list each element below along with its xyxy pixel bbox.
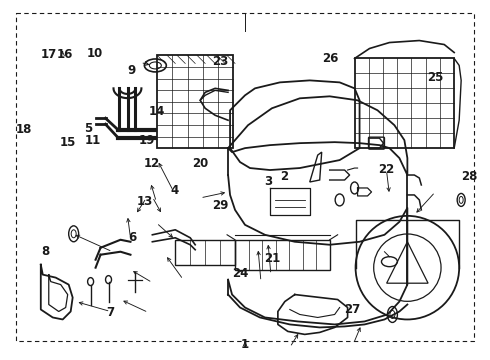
Text: 23: 23 (213, 55, 229, 68)
Text: 16: 16 (56, 48, 73, 61)
Text: 4: 4 (170, 184, 178, 197)
Text: 12: 12 (144, 157, 160, 170)
Text: 29: 29 (212, 199, 229, 212)
Text: 8: 8 (41, 245, 49, 258)
Text: 25: 25 (427, 71, 443, 84)
Text: 22: 22 (378, 163, 394, 176)
Text: 20: 20 (192, 157, 208, 170)
Text: 28: 28 (462, 170, 478, 183)
Text: 3: 3 (265, 175, 272, 188)
Text: 27: 27 (344, 303, 361, 316)
Text: 21: 21 (264, 252, 280, 265)
Text: 10: 10 (87, 47, 103, 60)
Text: 9: 9 (127, 64, 136, 77)
Text: 14: 14 (149, 105, 165, 118)
Text: 15: 15 (60, 136, 76, 149)
Text: 6: 6 (128, 231, 137, 244)
Text: 2: 2 (280, 170, 288, 183)
Text: 11: 11 (85, 134, 101, 147)
Text: 18: 18 (15, 123, 31, 136)
Text: 19: 19 (138, 134, 154, 147)
Text: 13: 13 (137, 195, 153, 208)
Text: 24: 24 (232, 267, 248, 280)
Text: 17: 17 (41, 48, 57, 61)
Text: 7: 7 (107, 306, 115, 319)
Text: 26: 26 (322, 51, 339, 64)
Text: 1: 1 (241, 338, 249, 351)
Text: 5: 5 (84, 122, 92, 135)
